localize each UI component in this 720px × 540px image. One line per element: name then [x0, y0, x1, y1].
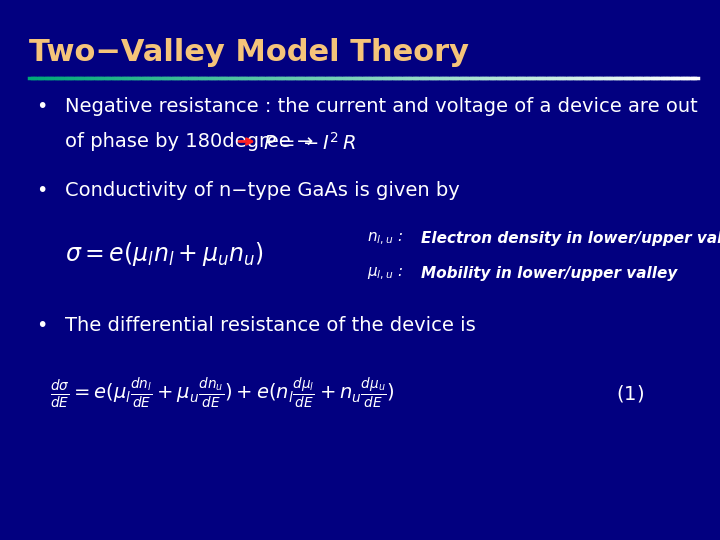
Text: •: • [36, 97, 48, 116]
Text: Two−Valley Model Theory: Two−Valley Model Theory [29, 38, 469, 67]
Text: $\sigma = e(\mu_l n_l + \mu_u n_u)$: $\sigma = e(\mu_l n_l + \mu_u n_u)$ [65, 240, 264, 268]
Text: $\mu_{l,u}$ :: $\mu_{l,u}$ : [367, 266, 410, 282]
Text: Electron density in lower/upper valley: Electron density in lower/upper valley [421, 231, 720, 246]
Text: $\frac{d\sigma}{dE} = e(\mu_l \frac{dn_l}{dE} + \mu_u \frac{dn_u}{dE}) + e(n_l \: $\frac{d\sigma}{dE} = e(\mu_l \frac{dn_l… [50, 375, 395, 410]
Text: $(1)$: $(1)$ [616, 383, 644, 404]
Text: Mobility in lower/upper valley: Mobility in lower/upper valley [421, 266, 678, 281]
Text: Conductivity of n−type GaAs is given by: Conductivity of n−type GaAs is given by [65, 181, 459, 200]
Text: •: • [36, 316, 48, 335]
Text: $n_{l,u}$ :: $n_{l,u}$ : [367, 231, 410, 247]
Text: $P = -I^2\,R$: $P = -I^2\,R$ [263, 132, 356, 154]
Text: The differential resistance of the device is: The differential resistance of the devic… [65, 316, 475, 335]
Text: •: • [36, 181, 48, 200]
Text: of phase by 180degree →: of phase by 180degree → [65, 132, 320, 151]
Text: Negative resistance : the current and voltage of a device are out: Negative resistance : the current and vo… [65, 97, 698, 116]
